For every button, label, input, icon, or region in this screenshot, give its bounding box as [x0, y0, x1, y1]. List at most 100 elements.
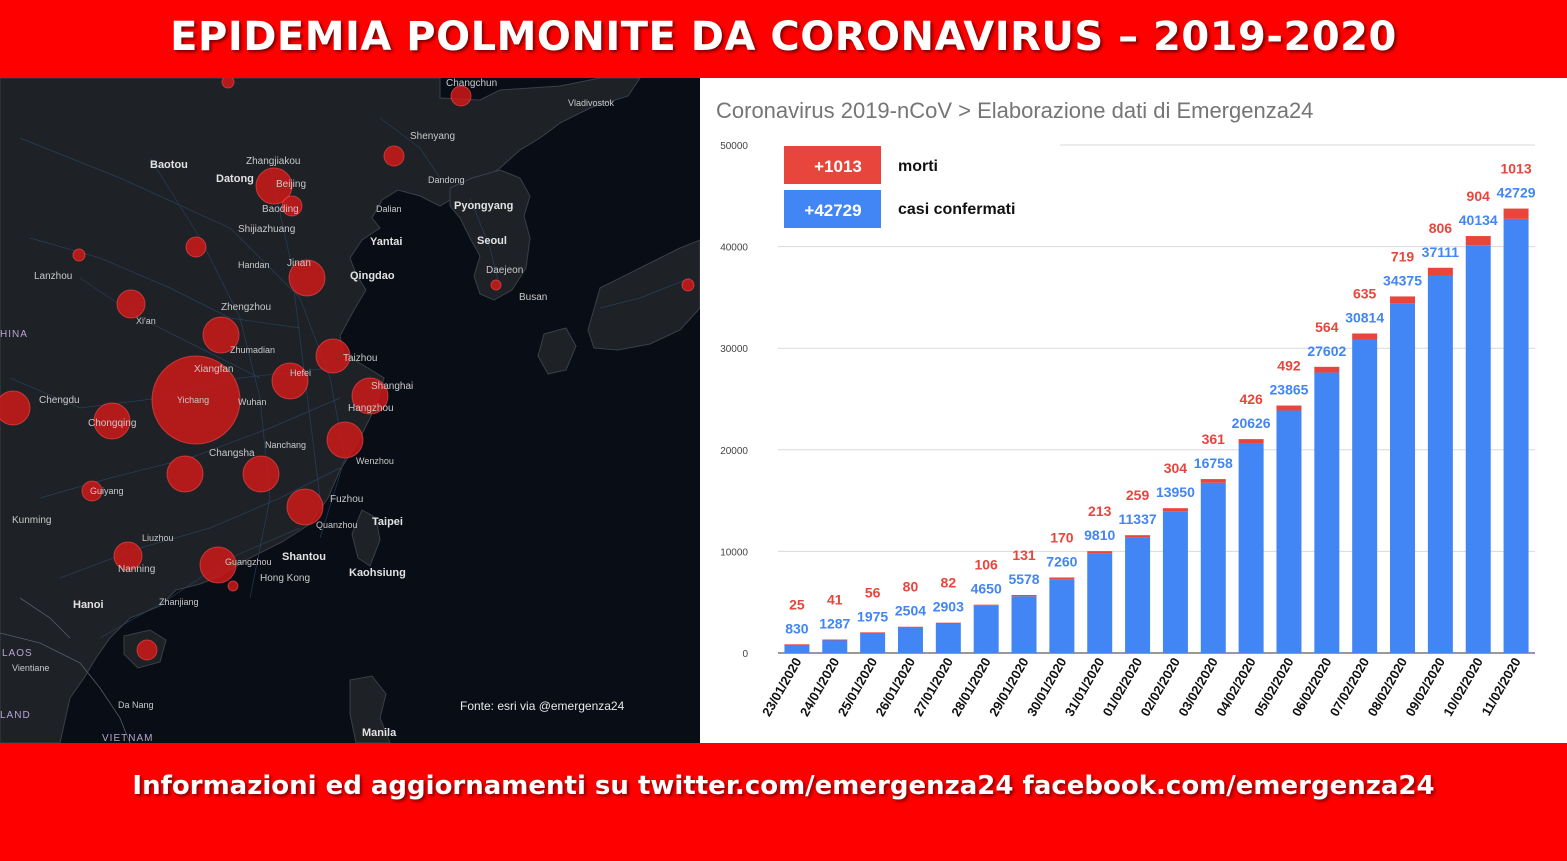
data-label-deaths: 304	[1164, 460, 1188, 476]
city-label: Nanning	[118, 564, 156, 575]
bar-cases	[784, 644, 810, 653]
data-label-deaths: 719	[1391, 248, 1415, 264]
bubble-beijing	[255, 167, 293, 205]
data-label-deaths: 1013	[1500, 161, 1531, 177]
data-label-cases: 2504	[895, 603, 926, 619]
bar-deaths	[1465, 236, 1491, 246]
city-label: Hanoi	[73, 599, 104, 611]
bubble-fujian	[286, 488, 324, 526]
data-label-deaths: 635	[1353, 285, 1377, 301]
y-tick-label: 50000	[720, 141, 748, 152]
city-label: Handan	[238, 260, 270, 270]
city-label: Liuzhou	[142, 533, 174, 543]
data-label-deaths: 564	[1315, 319, 1339, 335]
data-label-cases: 13950	[1156, 484, 1195, 500]
legend-deaths-swatch	[784, 146, 881, 184]
city-label: Changsha	[209, 448, 255, 459]
city-label: Taizhou	[343, 353, 378, 364]
legend-deaths-label: morti	[898, 158, 938, 175]
data-label-cases: 4650	[971, 581, 1002, 597]
bubble-shanghai	[351, 377, 389, 415]
chart-title: Coronavirus 2019-nCoV > Elaborazione dat…	[716, 98, 1314, 123]
data-label-deaths: 56	[865, 584, 881, 600]
city-label: Zhumadian	[230, 345, 276, 355]
data-label-cases: 27602	[1307, 343, 1346, 359]
bubble-shenyang	[383, 145, 405, 167]
bubble-anhui	[271, 362, 309, 400]
bubble-zhejiang	[326, 421, 364, 459]
bar-deaths	[1276, 405, 1302, 411]
bar-deaths	[1011, 594, 1037, 597]
bar-deaths	[1162, 508, 1188, 512]
city-label: Manila	[362, 727, 397, 739]
bar-deaths	[1087, 551, 1113, 554]
y-tick-label: 20000	[720, 446, 748, 457]
bar-cases	[1390, 303, 1416, 653]
bar-cases	[822, 639, 848, 653]
data-label-deaths: 806	[1429, 220, 1453, 236]
bar-cases	[935, 623, 961, 653]
bubble-guizhou	[81, 480, 103, 502]
city-label: Quanzhou	[316, 520, 358, 530]
bar-chart: +1013 morti +42729 casi confermati 0 1000…	[720, 141, 1536, 719]
bar-cases	[1503, 218, 1529, 654]
landmass-japan	[587, 239, 700, 351]
city-label: Fuzhou	[330, 494, 364, 505]
data-label-cases: 5578	[1008, 571, 1039, 587]
data-label-deaths: 82	[941, 575, 957, 591]
city-label: Dalian	[376, 204, 402, 214]
bar-deaths	[897, 626, 923, 628]
data-label-cases: 7260	[1046, 554, 1077, 570]
data-label-cases: 1975	[857, 608, 888, 624]
landmass-luzon	[349, 675, 391, 743]
footer-banner: Informazioni ed aggiornamenti su twitter…	[0, 743, 1567, 861]
map-canvas[interactable]	[0, 78, 700, 743]
data-label-cases: 9810	[1084, 527, 1115, 543]
bubble-hongkong	[227, 580, 239, 592]
bubble-hunan	[166, 455, 204, 493]
bubble-jiangsu	[315, 338, 351, 374]
country-label-china: HINA	[0, 329, 28, 340]
bubble-guangdong	[199, 546, 237, 584]
data-label-deaths: 361	[1202, 431, 1226, 447]
data-label-deaths: 41	[827, 592, 843, 608]
data-label-cases: 20626	[1232, 415, 1271, 431]
city-label: Xiangfan	[194, 364, 234, 375]
bar-deaths	[1390, 296, 1416, 304]
bubble-shanxi	[185, 236, 207, 258]
data-label-cases: 16758	[1194, 455, 1233, 471]
data-label-deaths: 80	[903, 579, 919, 595]
header-banner: EPIDEMIA POLMONITE DA CORONAVIRUS – 2019…	[0, 0, 1567, 78]
city-label: Datong	[216, 173, 254, 185]
map-panel[interactable]: HINA LAOS LAND VIETNAM Changchun Vladivo…	[0, 78, 700, 743]
country-label-vietnam: VIETNAM	[102, 733, 154, 743]
city-label: Nanchang	[265, 440, 307, 450]
data-label-deaths: 259	[1126, 487, 1150, 503]
bar-cases	[973, 605, 999, 653]
city-label: Jinan	[287, 258, 311, 269]
bar-deaths	[1049, 577, 1075, 580]
bubble-north	[221, 78, 235, 89]
bar-deaths	[935, 622, 961, 624]
city-label: Changchun	[446, 78, 498, 89]
city-label: Zhangjiakou	[246, 156, 301, 167]
legend-deaths-badge: +1013	[814, 157, 862, 176]
city-label: Yantai	[370, 236, 403, 248]
legend-cases-label: casi confermati	[898, 201, 1015, 218]
data-label-cases: 1287	[819, 616, 850, 632]
city-label: Baotou	[150, 159, 188, 171]
bar-deaths	[1503, 208, 1529, 219]
landmass-korea	[449, 169, 531, 301]
city-label: Vientiane	[12, 663, 50, 673]
map-source-credit: Fonte: esri via @emergenza24	[460, 699, 625, 713]
city-label: Pyongyang	[454, 200, 514, 212]
x-tick-label: 11/02/2020	[1479, 655, 1524, 718]
city-label: Beijing	[276, 179, 307, 190]
city-label: Taipei	[372, 516, 403, 528]
city-label: Shantou	[282, 551, 326, 563]
bar-cases	[897, 627, 923, 653]
data-label-cases: 30814	[1345, 309, 1384, 325]
bar-cases	[1200, 482, 1226, 653]
city-label: Hangzhou	[348, 403, 394, 414]
city-label: Lanzhou	[34, 271, 73, 282]
